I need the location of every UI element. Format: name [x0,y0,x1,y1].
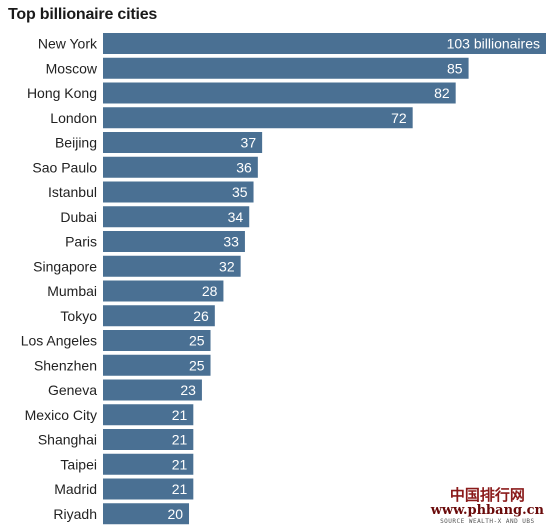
bar-london [103,107,413,129]
value-label: 25 [189,357,205,373]
value-label: 35 [232,184,248,200]
category-label: Los Angeles [21,333,97,349]
bar-shenzhen [103,354,211,376]
value-label: 37 [241,135,257,151]
bar-mumbai [103,280,224,302]
value-label: 28 [202,283,218,299]
category-label: Shenzhen [34,357,97,373]
bar-sao-paulo [103,156,258,178]
bar-singapore [103,255,241,277]
value-label: 72 [391,110,407,126]
value-label: 103 billionaires [447,36,540,52]
category-label: Tokyo [60,308,97,324]
value-label: 26 [193,308,209,324]
bar-moscow [103,57,469,79]
category-label: Mexico City [25,407,97,423]
watermark: 中国排行网 www.phbang.cn SOURCE WEALTH-X AND … [431,487,544,526]
category-label: Madrid [54,481,97,497]
category-label: Geneva [48,382,97,398]
category-label: Moscow [46,60,98,76]
bar-paris [103,231,245,252]
category-label: London [50,110,97,126]
value-label: 33 [223,234,239,250]
watermark-source: SOURCE WEALTH-X AND UBS [440,518,535,525]
value-label: 36 [236,159,252,175]
category-label: Shanghai [38,432,97,448]
value-label: 32 [219,258,235,274]
bar-istanbul [103,181,254,203]
category-label: Hong Kong [27,85,97,101]
category-label: Sao Paulo [32,159,97,175]
value-label: 34 [228,209,244,225]
bar-dubai [103,206,250,228]
watermark-cn-text: 中国排行网 [449,486,525,504]
category-label: Mumbai [47,283,97,299]
category-label: Singapore [33,258,97,274]
category-label: Dubai [60,209,97,225]
bar-shanghai [103,429,194,450]
value-label: 21 [172,407,188,423]
bar-taipei [103,453,194,475]
value-label: 25 [189,333,205,349]
bar-los-angeles [103,330,211,351]
bar-madrid [103,478,194,500]
watermark-url: www.phbang.cn [430,503,544,518]
value-label: 23 [180,382,196,398]
category-label: New York [38,36,98,52]
category-label: Paris [65,234,97,250]
category-label: Beijing [55,135,97,151]
category-label: Istanbul [48,184,97,200]
value-label: 21 [172,481,188,497]
chart-title: Top billionaire cities [8,6,158,23]
bar-geneva [103,379,202,401]
value-label: 82 [434,85,450,101]
bar-mexico-city [103,404,194,426]
bar-tokyo [103,305,215,327]
category-label: Riyadh [53,506,97,522]
bar-hong-kong [103,82,456,104]
category-label: Taipei [60,456,97,472]
value-label: 21 [172,432,188,448]
value-label: 21 [172,456,188,472]
bar-riyadh [103,503,190,525]
value-label: 85 [447,60,463,76]
bar-new-york [103,33,546,54]
value-label: 20 [167,506,183,522]
bar-beijing [103,132,263,153]
